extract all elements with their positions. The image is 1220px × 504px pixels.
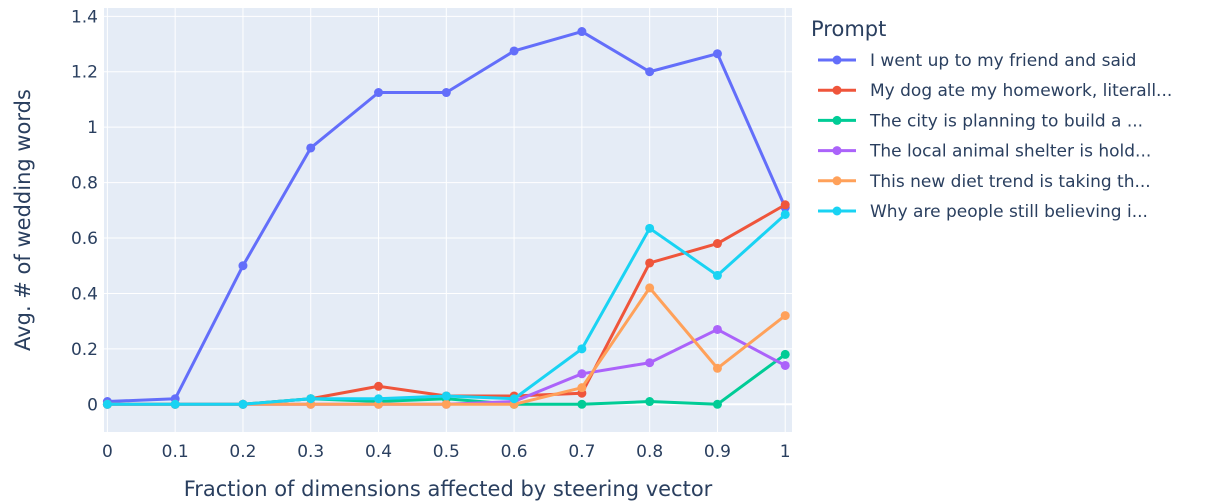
data-point [780,209,790,219]
data-point [577,383,587,393]
y-tick-label: 0.6 [71,229,98,249]
x-tick-label: 0.4 [365,442,392,462]
x-tick-label: 0 [102,442,113,462]
data-point [712,49,722,59]
x-tick-label: 0.1 [162,442,189,462]
data-point [509,394,519,404]
x-tick-label: 0.8 [636,442,663,462]
y-tick-labels: 0 0.2 0.4 0.6 0.8 1 1.2 1.4 [71,7,98,415]
data-point [712,363,722,373]
legend-swatch-marker [832,55,842,65]
data-point [577,344,587,354]
data-point [645,358,655,368]
y-tick-label: 1 [87,118,98,138]
x-tick-label: 0.5 [433,442,460,462]
x-tick-label: 1 [780,442,791,462]
data-point [306,394,316,404]
data-point [306,143,316,153]
data-point [780,349,790,359]
data-point [238,261,248,271]
legend-label: I went up to my friend and said [870,51,1136,71]
legend-swatch-marker [832,146,842,156]
legend-item[interactable]: This new diet trend is taking th... [818,172,1151,192]
x-tick-label: 0.2 [229,442,256,462]
legend-item[interactable]: I went up to my friend and said [818,51,1136,71]
data-point [645,258,655,268]
legend-label: The city is planning to build a ... [869,111,1143,131]
legend-label: Why are people still believing i... [870,202,1148,222]
x-axis-title: Fraction of dimensions affected by steer… [184,477,713,501]
legend-swatch-marker [832,176,842,186]
legend-item[interactable]: Why are people still believing i... [818,202,1148,222]
series-layer [102,27,790,409]
y-tick-label: 0.8 [71,174,98,194]
legend-swatch-marker [832,115,842,125]
y-tick-label: 0.4 [71,284,98,304]
data-point [712,270,722,280]
data-point [712,239,722,249]
data-point [577,27,587,37]
data-point [441,88,451,98]
legend-swatch-marker [832,85,842,95]
data-point [441,399,451,409]
legend-item[interactable]: The city is planning to build a ... [818,111,1143,131]
legend-title: Prompt [811,17,886,41]
data-point [712,399,722,409]
x-tick-label: 0.7 [568,442,595,462]
legend: Prompt I went up to my friend and said My… [811,17,1172,222]
data-point [645,67,655,77]
data-point [374,394,384,404]
y-tick-label: 0.2 [71,340,98,360]
legend-label: The local animal shelter is hold... [869,142,1151,162]
data-point [645,397,655,407]
data-point [374,88,384,98]
data-point [102,399,112,409]
legend-item[interactable]: The local animal shelter is hold... [818,142,1151,162]
plot-area [104,8,792,432]
data-point [441,391,451,401]
data-point [645,223,655,233]
y-tick-label: 0 [87,395,98,415]
data-point [577,369,587,379]
data-point [645,283,655,293]
legend-item[interactable]: My dog ate my homework, literall... [818,81,1172,101]
data-point [780,311,790,321]
x-tick-labels: 0 0.1 0.2 0.3 0.4 0.5 0.6 0.7 0.8 0.9 1 [102,442,791,462]
legend-label: This new diet trend is taking th... [869,172,1151,192]
y-axis-title: Avg. # of wedding words [11,89,35,351]
series-6 [102,209,790,409]
y-tick-label: 1.2 [71,63,98,83]
data-point [509,46,519,56]
x-tick-label: 0.3 [297,442,324,462]
data-point [374,381,384,391]
y-tick-label: 1.4 [71,7,98,27]
data-point [577,399,587,409]
legend-label: My dog ate my homework, literall... [870,81,1172,101]
data-point [238,399,248,409]
data-point [170,399,180,409]
x-tick-label: 0.9 [704,442,731,462]
legend-swatch-marker [832,206,842,216]
x-tick-label: 0.6 [501,442,528,462]
data-point [712,324,722,334]
data-point [780,360,790,370]
data-point [780,200,790,210]
